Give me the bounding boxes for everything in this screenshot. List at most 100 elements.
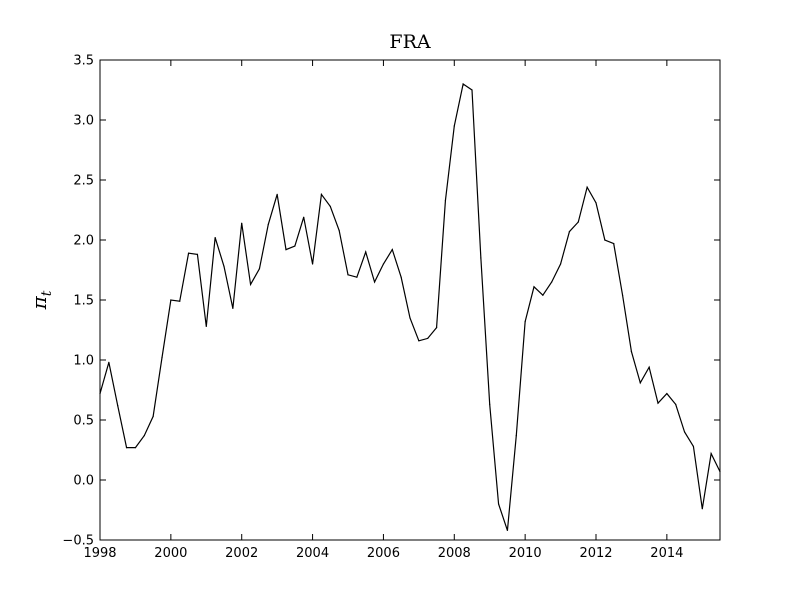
data-point [480,257,482,259]
chart-title: FRA [389,31,430,53]
data-point [152,415,154,417]
data-point [692,445,695,447]
data-point [99,393,101,395]
data-point [568,231,571,233]
data-point [382,263,385,265]
data-point [586,186,588,188]
data-point [258,268,261,270]
data-point [639,382,641,384]
data-point [347,274,349,276]
data-point [241,222,243,224]
data-point [276,193,278,195]
data-point [719,471,721,473]
data-point [648,366,650,368]
axes [99,59,721,541]
data-point [418,340,420,342]
y-tick-label: 0.0 [73,474,94,489]
data-point [294,245,296,247]
data-point [524,321,526,323]
y-tick-label: 2.5 [73,174,94,189]
data-point [205,325,207,327]
data-point [161,357,163,359]
data-point [657,402,659,404]
data-point [409,317,411,319]
data-point [249,283,252,285]
data-point [613,243,615,245]
data-point [365,251,367,253]
series-line [99,83,721,531]
data-point [621,294,624,296]
svg-text:πt: πt [27,290,55,310]
x-tick-label: 2002 [225,546,258,561]
x-tick-label: 2006 [367,546,400,561]
data-point [170,299,172,301]
y-tick-label: 2.0 [73,234,94,249]
data-point [285,249,287,251]
y-tick-label: 1.5 [73,294,94,309]
data-point [542,294,544,296]
data-point [515,435,517,437]
data-point [427,337,429,339]
data-point [134,447,137,449]
y-axis-label-subscript: t [39,290,55,296]
data-point [320,193,323,195]
data-point [232,307,234,309]
data-point [444,199,447,201]
data-point [675,403,677,405]
data-point [391,249,393,251]
data-point [108,361,110,363]
y-tick-label: −0.5 [62,534,94,549]
data-point [187,252,190,254]
data-point [196,253,199,255]
data-point [117,405,119,407]
data-point [497,503,500,505]
data-point [356,276,358,278]
data-point [604,239,606,241]
data-point [303,216,305,218]
series-group [99,83,721,532]
x-tick-label: 2004 [296,546,329,561]
y-tick-label: 3.5 [73,54,94,69]
data-point [311,263,314,265]
data-point [338,229,340,231]
data-point [329,205,331,207]
ticks: 1998 2000 2002 2004 2006 2008 2010 2012 2014 −0.5… [62,54,720,561]
data-point [630,351,633,353]
x-tick-label: 2000 [154,546,187,561]
data-point [551,281,553,283]
data-point [400,276,402,278]
data-point [223,265,225,267]
y-tick-label: 0.5 [73,414,94,429]
data-point [471,89,473,91]
x-tick-label: 2010 [509,546,542,561]
plot-frame [99,59,721,541]
data-point [666,393,668,395]
data-point [506,529,509,532]
data-point [701,508,703,510]
x-tick-label: 1998 [83,546,116,561]
x-tick-label: 2008 [438,546,471,561]
x-tick-label: 2012 [579,546,612,561]
data-point [533,286,535,288]
data-point [214,237,216,239]
data-point [143,435,145,437]
data-point [489,403,491,405]
data-point [683,431,686,433]
data-point [267,223,269,225]
data-point [125,447,128,449]
data-point [453,125,455,127]
y-axis-label-base: π [27,295,51,310]
data-point [462,83,464,85]
y-axis-label: πt [27,290,55,310]
data-point [559,263,562,265]
x-tick-label: 2014 [650,546,683,561]
data-point [373,281,376,283]
data-point [179,300,181,302]
data-point [710,453,712,455]
data-point [595,202,597,204]
data-point [577,221,579,223]
y-tick-label: 1.0 [73,354,94,369]
data-point [435,327,438,329]
